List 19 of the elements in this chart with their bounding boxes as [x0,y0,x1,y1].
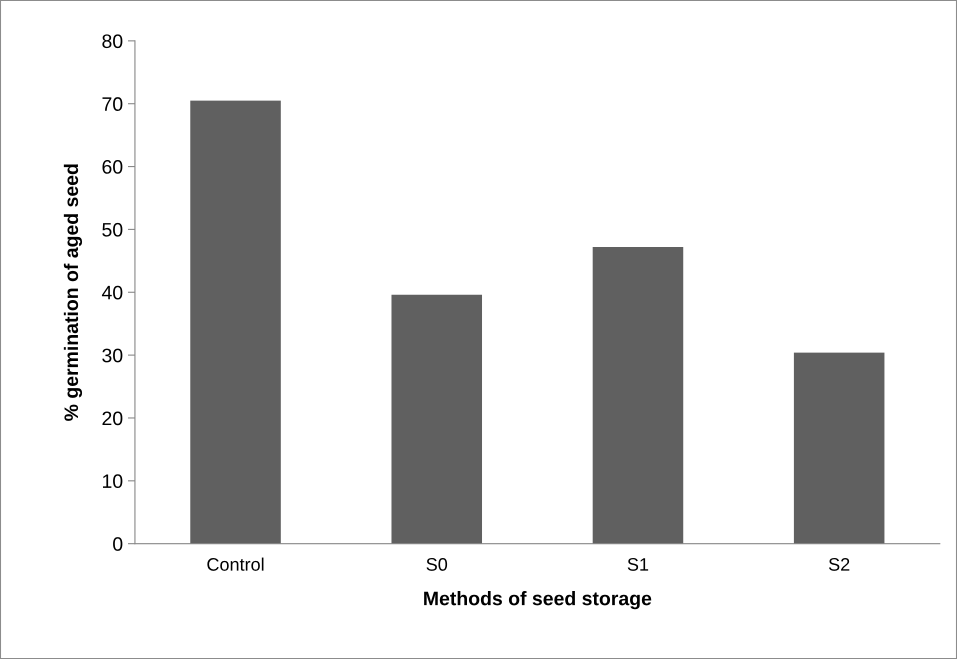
bar [794,352,884,544]
y-tick-label: 50 [102,222,122,237]
y-tick-label: 20 [102,411,122,426]
y-tick-label: 40 [102,286,122,300]
y-tick-label: 10 [102,474,122,488]
y-tick-label: 0 [113,537,122,551]
x-tick-label: S1 [628,558,648,571]
y-tick-label: 70 [102,97,122,111]
x-tick-label: S2 [828,558,850,571]
y-tick-label: 80 [102,34,122,48]
x-axis-title: Methods of seed storage [424,591,652,610]
bar [391,294,482,544]
y-tick-label: 30 [102,348,122,362]
bar [190,100,281,544]
y-tick-label: 60 [102,160,122,174]
x-tick-label: S0 [426,558,448,571]
y-axis-title: % germination of aged seed [64,164,82,421]
x-tick-label: Control [207,558,264,571]
bar [592,247,684,544]
